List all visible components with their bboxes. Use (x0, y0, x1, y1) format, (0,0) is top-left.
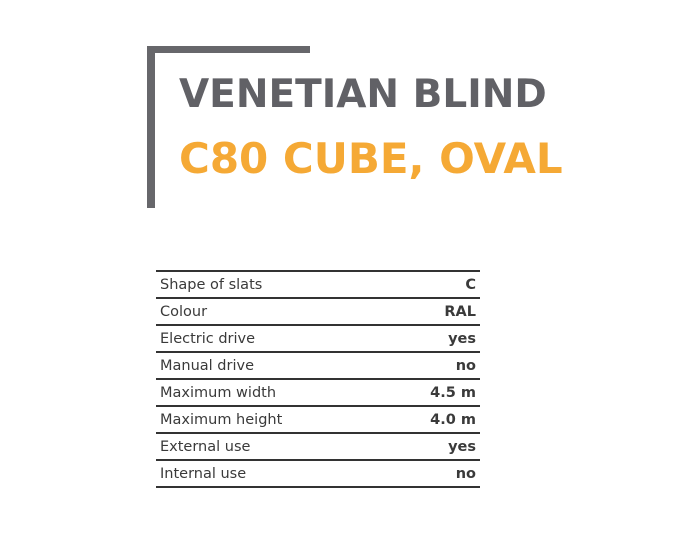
spec-value: 4.5 m (430, 384, 476, 401)
spec-label: Shape of slats (160, 276, 263, 293)
spec-value: yes (448, 330, 476, 347)
spec-value: no (455, 465, 476, 482)
table-row: Internal use no (156, 461, 480, 488)
bracket-horizontal (147, 46, 310, 53)
spec-label: External use (160, 438, 251, 455)
table-row: Shape of slats C (156, 272, 480, 299)
spec-label: Maximum width (160, 384, 277, 401)
title-line-2: C80 CUBE, OVAL (179, 134, 563, 183)
spec-value: C (465, 276, 476, 293)
spec-label: Electric drive (160, 330, 256, 347)
title-line-1: VENETIAN BLIND (179, 72, 547, 117)
table-row: Electric drive yes (156, 326, 480, 353)
spec-table: Shape of slats C Colour RAL Electric drive… (156, 270, 480, 488)
spec-label: Maximum height (160, 411, 283, 428)
spec-value: 4.0 m (430, 411, 476, 428)
spec-label: Internal use (160, 465, 247, 482)
table-row: External use yes (156, 434, 480, 461)
bracket-vertical (147, 46, 155, 208)
spec-value: yes (448, 438, 476, 455)
spec-value: RAL (444, 303, 476, 320)
spec-label: Colour (160, 303, 208, 320)
table-row: Maximum width 4.5 m (156, 380, 480, 407)
spec-value: no (455, 357, 476, 374)
table-row: Colour RAL (156, 299, 480, 326)
table-row: Manual drive no (156, 353, 480, 380)
spec-label: Manual drive (160, 357, 254, 374)
table-row: Maximum height 4.0 m (156, 407, 480, 434)
